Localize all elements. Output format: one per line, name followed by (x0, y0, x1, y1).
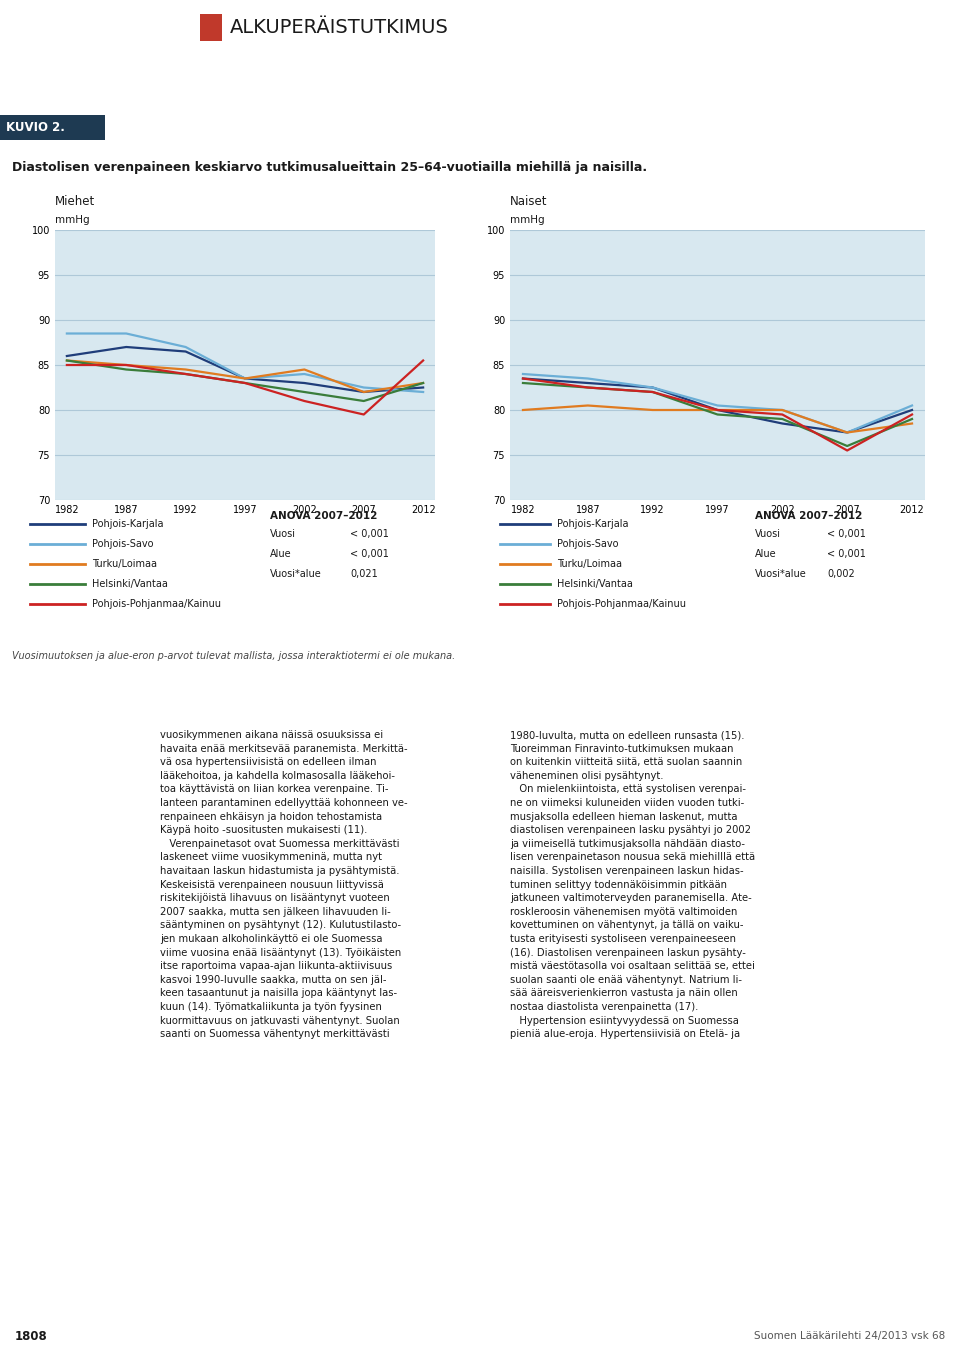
Text: Alue: Alue (755, 549, 777, 559)
Text: Diastolisen verenpaineen keskiarvo tutkimusalueittain 25–64-vuotiailla miehillä : Diastolisen verenpaineen keskiarvo tutki… (12, 160, 647, 174)
Text: 0,002: 0,002 (827, 570, 854, 579)
Text: KUVIO 2.: KUVIO 2. (6, 121, 65, 134)
Text: Alue: Alue (270, 549, 292, 559)
Text: ALKUPERÄISTUTKIMUS: ALKUPERÄISTUTKIMUS (230, 18, 449, 37)
Text: Vuosi*alue: Vuosi*alue (755, 570, 806, 579)
Text: vuosikymmenen aikana näissä osuuksissa ei
havaita enää merkitsevää paranemista. : vuosikymmenen aikana näissä osuuksissa e… (160, 730, 408, 1039)
Text: Vuosi: Vuosi (755, 529, 781, 538)
Text: < 0,001: < 0,001 (350, 529, 389, 538)
Text: Naiset: Naiset (510, 195, 547, 209)
Text: Pohjois-Savo: Pohjois-Savo (92, 538, 154, 549)
Text: mmHg: mmHg (510, 214, 544, 225)
Text: Pohjois-Karjala: Pohjois-Karjala (557, 519, 629, 529)
Text: Pohjois-Pohjanmaa/Kainuu: Pohjois-Pohjanmaa/Kainuu (557, 599, 686, 609)
Text: Pohjois-Savo: Pohjois-Savo (557, 538, 618, 549)
Text: Vuosimuutoksen ja alue-eron p-arvot tulevat mallista, jossa interaktiotermi ei o: Vuosimuutoksen ja alue-eron p-arvot tule… (12, 651, 455, 660)
Text: 1808: 1808 (15, 1330, 48, 1342)
Text: Helsinki/Vantaa: Helsinki/Vantaa (557, 579, 633, 589)
Text: Suomen Lääkärilehti 24/2013 vsk 68: Suomen Lääkärilehti 24/2013 vsk 68 (754, 1332, 945, 1341)
Text: < 0,001: < 0,001 (827, 529, 866, 538)
Text: mmHg: mmHg (55, 214, 89, 225)
Text: Turku/Loimaa: Turku/Loimaa (92, 559, 157, 570)
Text: Pohjois-Karjala: Pohjois-Karjala (92, 519, 163, 529)
Bar (200, 14, 222, 41)
Text: Miehet: Miehet (55, 195, 95, 209)
Text: < 0,001: < 0,001 (827, 549, 866, 559)
Bar (0, 115, 105, 140)
Text: ANOVA 2007–2012: ANOVA 2007–2012 (755, 511, 862, 521)
Text: < 0,001: < 0,001 (350, 549, 389, 559)
Text: ANOVA 2007–2012: ANOVA 2007–2012 (270, 511, 377, 521)
Text: Pohjois-Pohjanmaa/Kainuu: Pohjois-Pohjanmaa/Kainuu (92, 599, 221, 609)
Text: 1980-luvulta, mutta on edelleen runsasta (15).
Tuoreimman Finravinto-tutkimuksen: 1980-luvulta, mutta on edelleen runsasta… (510, 730, 756, 1039)
Text: Vuosi*alue: Vuosi*alue (270, 570, 322, 579)
Text: Vuosi: Vuosi (270, 529, 296, 538)
Text: Helsinki/Vantaa: Helsinki/Vantaa (92, 579, 168, 589)
Text: 0,021: 0,021 (350, 570, 377, 579)
Text: Turku/Loimaa: Turku/Loimaa (557, 559, 622, 570)
